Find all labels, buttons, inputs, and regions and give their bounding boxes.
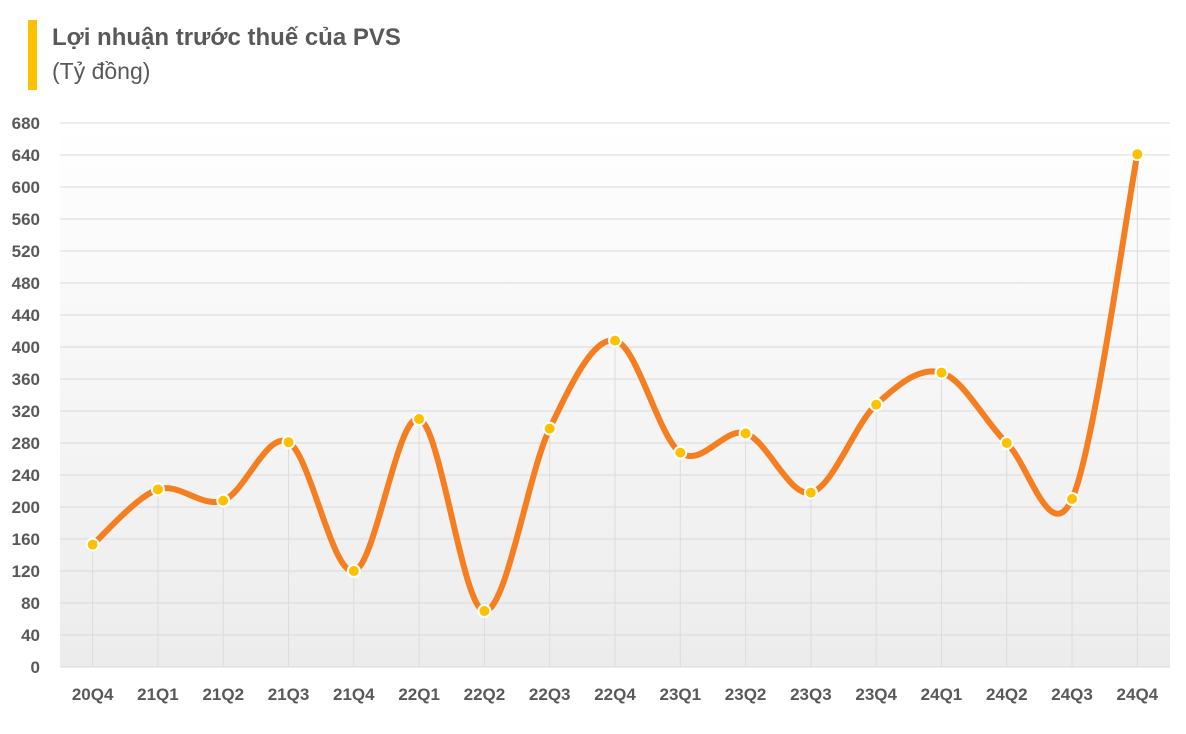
data-point <box>542 421 557 436</box>
y-tick-label: 440 <box>12 306 40 325</box>
x-tick-label: 24Q1 <box>921 685 963 704</box>
x-tick-label: 21Q4 <box>333 685 375 704</box>
data-point <box>738 426 753 441</box>
x-tick-label: 23Q4 <box>855 685 897 704</box>
y-tick-label: 280 <box>12 434 40 453</box>
x-tick-label: 20Q4 <box>72 685 114 704</box>
x-tick-label: 23Q1 <box>659 685 701 704</box>
data-point <box>346 564 361 578</box>
data-point <box>934 365 949 380</box>
x-tick-label: 21Q1 <box>137 685 179 704</box>
category-lines <box>92 154 1138 667</box>
x-tick-label: 23Q3 <box>790 685 832 704</box>
data-point <box>869 397 884 412</box>
x-tick-label: 24Q4 <box>1117 685 1159 704</box>
x-tick-label: 22Q4 <box>594 685 636 704</box>
y-tick-label: 560 <box>12 210 40 229</box>
x-tick-label: 24Q3 <box>1051 685 1093 704</box>
y-tick-label: 400 <box>12 338 40 357</box>
y-tick-label: 480 <box>12 274 40 293</box>
y-tick-label: 120 <box>12 562 40 581</box>
y-tick-label: 320 <box>12 402 40 421</box>
title-accent-bar <box>28 20 37 90</box>
data-point <box>673 445 688 460</box>
y-axis: 0 40 80 120 160 200 240 280 320 360 400 440 480 520 56… <box>12 114 40 677</box>
x-tick-label: 22Q1 <box>398 685 440 704</box>
y-tick-label: 0 <box>31 658 40 677</box>
y-tick-label: 640 <box>12 146 40 165</box>
x-tick-label: 24Q2 <box>986 685 1028 704</box>
data-point <box>1130 147 1145 162</box>
x-tick-label: 21Q2 <box>202 685 244 704</box>
x-tick-label: 23Q2 <box>725 685 767 704</box>
data-point <box>412 412 427 426</box>
data-point <box>999 436 1014 450</box>
data-point <box>608 333 622 348</box>
y-tick-label: 360 <box>12 370 40 389</box>
data-point <box>150 482 165 497</box>
x-axis: 20Q4 21Q1 21Q2 21Q3 21Q4 22Q1 22Q2 22Q3 22Q4 23Q1… <box>72 685 1159 704</box>
y-tick-label: 600 <box>12 178 40 197</box>
data-point <box>1065 492 1080 506</box>
x-tick-label: 22Q3 <box>529 685 571 704</box>
markers <box>85 147 1145 618</box>
chart-title: Lợi nhuận trước thuế của PVS <box>52 24 401 51</box>
y-tick-label: 240 <box>12 466 40 485</box>
series <box>89 151 1141 614</box>
x-tick-label: 21Q3 <box>268 685 310 704</box>
y-tick-label: 520 <box>12 242 40 261</box>
y-tick-label: 40 <box>21 626 40 645</box>
chart-subtitle: (Tỷ đồng) <box>52 58 151 84</box>
y-tick-label: 680 <box>12 114 40 133</box>
data-point <box>477 604 492 618</box>
data-point <box>803 485 818 500</box>
y-tick-label: 200 <box>12 498 40 517</box>
data-point <box>85 537 100 552</box>
data-point <box>281 435 296 450</box>
y-tick-label: 80 <box>21 594 40 613</box>
x-tick-label: 22Q2 <box>464 685 506 704</box>
series-line <box>89 151 1141 614</box>
y-tick-label: 160 <box>12 530 40 549</box>
data-point <box>216 493 231 508</box>
